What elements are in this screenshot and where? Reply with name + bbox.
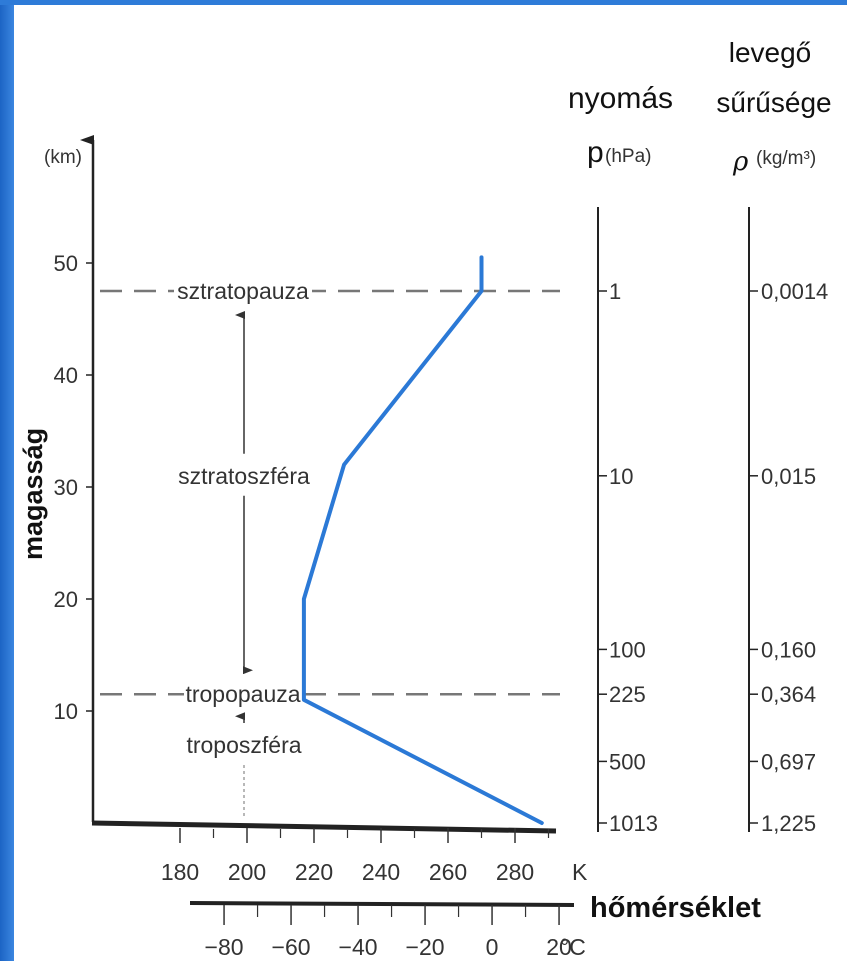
x-tick-label-C: −40 xyxy=(339,934,378,960)
layer-label: troposzféra xyxy=(186,732,301,758)
x-tick-label-C: 0 xyxy=(486,934,499,960)
pressure-tick-label: 1013 xyxy=(609,811,658,836)
density-axis-unit: (kg/m³) xyxy=(756,148,816,169)
density-axis-symbol: ρ xyxy=(732,147,749,177)
x-tick-label-C: −60 xyxy=(272,934,311,960)
y-tick-label: 50 xyxy=(54,251,78,276)
boundary-label: sztratopauza xyxy=(177,278,309,304)
y-axis-title: magasság xyxy=(18,428,48,560)
pressure-tick-label: 1 xyxy=(609,279,621,304)
x-unit-C: °C xyxy=(560,934,586,960)
blue-frame-top xyxy=(0,0,847,5)
x-tick-label-K: 220 xyxy=(295,859,333,885)
x-tick-label-K: 280 xyxy=(496,859,534,885)
x-axis-title: hőmérséklet xyxy=(590,892,761,924)
y-unit-label: (km) xyxy=(44,147,82,168)
x-tick-label-K: 180 xyxy=(161,859,199,885)
density-tick-label: 0,0014 xyxy=(761,279,828,304)
x-tick-label-K: 240 xyxy=(362,859,400,885)
y-tick-label: 40 xyxy=(54,363,78,388)
y-tick-label: 20 xyxy=(54,587,78,612)
pressure-axis-symbol: p xyxy=(587,136,604,169)
celsius-axis-line xyxy=(189,901,575,907)
y-tick-label: 30 xyxy=(54,475,78,500)
density-tick-label: 0,015 xyxy=(761,464,816,489)
temperature-curve xyxy=(301,255,544,825)
boundary-label-bg xyxy=(174,275,312,305)
y-tick-label: 10 xyxy=(54,699,78,724)
density-tick-label: 0,364 xyxy=(761,682,816,707)
density-tick-label: 1,225 xyxy=(761,811,816,836)
pressure-axis-unit: (hPa) xyxy=(605,146,651,167)
x-unit-K: K xyxy=(572,859,588,885)
blue-frame-left xyxy=(0,0,14,961)
pressure-tick-label: 225 xyxy=(609,682,646,707)
density-axis-title-1: levegő xyxy=(729,37,812,68)
boundary-label: tropopauza xyxy=(185,681,300,707)
pressure-tick-label: 500 xyxy=(609,749,646,774)
pressure-tick-label: 100 xyxy=(609,637,646,662)
x-tick-label-C: 20 xyxy=(546,934,572,960)
pressure-axis-title: nyomás xyxy=(568,82,673,115)
x-tick-label-C: −20 xyxy=(406,934,445,960)
x-tick-label-K: 200 xyxy=(228,859,266,885)
pressure-tick-label: 10 xyxy=(609,464,633,489)
layer-label: sztratoszféra xyxy=(178,463,310,489)
x-axis-line xyxy=(91,820,557,834)
x-tick-label-K: 260 xyxy=(429,859,467,885)
boundary-label-bg xyxy=(184,678,302,709)
x-tick-label-C: −80 xyxy=(205,934,244,960)
density-tick-label: 0,160 xyxy=(761,637,816,662)
density-tick-label: 0,697 xyxy=(761,749,816,774)
density-axis-title-2: sűrűsége xyxy=(716,87,831,118)
